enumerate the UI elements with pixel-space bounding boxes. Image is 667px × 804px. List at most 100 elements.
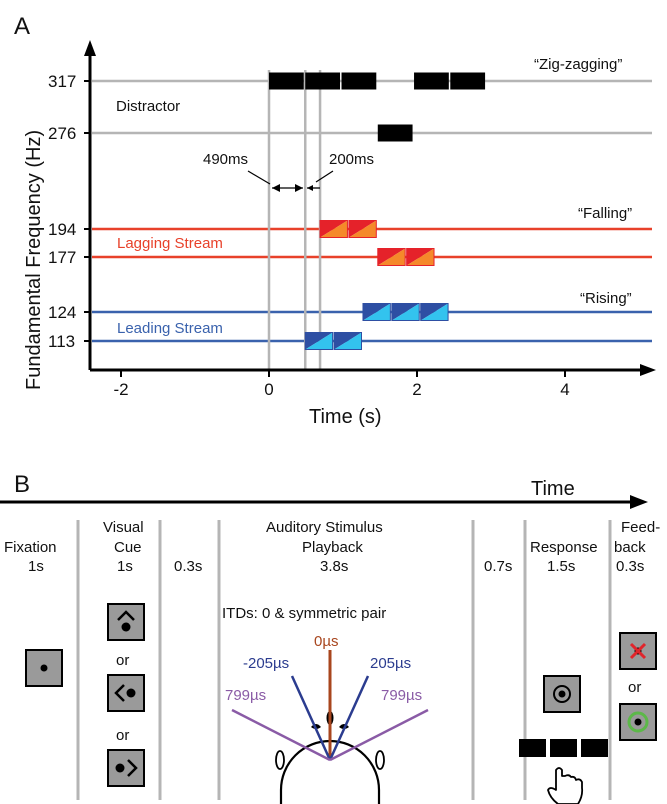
col-feedback-name-1: Feed- [621, 519, 660, 536]
response-key-1 [519, 739, 546, 757]
y-tick-label: 276 [48, 124, 76, 143]
segment-lower [362, 303, 391, 321]
zigzag-label: “Zig-zagging” [534, 56, 622, 73]
segment-border [304, 332, 334, 350]
segment-upper [362, 303, 391, 321]
distractor-label: Distractor [116, 98, 180, 115]
column-separators [76, 520, 612, 800]
segment-border [377, 248, 406, 266]
falling-label: “Falling” [578, 205, 632, 222]
panel-b-label: B [14, 471, 30, 498]
x-tick-label: 4 [560, 380, 569, 399]
col-feedback-name-2: back [614, 539, 646, 556]
itd-title: ITDs: 0 & symmetric pair [222, 605, 386, 622]
leading-segment [304, 332, 334, 350]
y-tick-label: 317 [48, 72, 76, 91]
col-auditory-name-2: Playback [302, 539, 363, 556]
gap-490-leader [247, 170, 271, 185]
col-visual-duration: 1s [117, 558, 133, 575]
itd-right799-ray [329, 708, 429, 762]
y-tick-label: 113 [48, 332, 75, 351]
y-tick-label: 177 [48, 248, 76, 267]
leading-segment [362, 303, 391, 321]
col-fixation-duration: 1s [28, 558, 44, 575]
col-response-name: Response [530, 539, 598, 556]
left-ear [275, 750, 285, 770]
column-headers: Fixation 1s Visual Cue 1s 0.3s Auditory … [4, 519, 660, 575]
distractor-segment [377, 124, 413, 142]
segment-border [362, 303, 391, 321]
gap-490-arrowhead-left [272, 184, 280, 192]
segment-border [391, 303, 420, 321]
segment-border [319, 220, 348, 238]
x-tick-labels: -2 0 2 4 [113, 370, 570, 399]
x-axis-arrow [640, 364, 656, 376]
itd-right799-label: 799µs [381, 687, 422, 704]
panel-a: A 317 276 194 177 124 113 -2 0 2 4 Fundamental F… [14, 13, 656, 428]
segment-upper [406, 248, 435, 266]
itd-left799-label: 799µs [225, 687, 266, 704]
col-gap2-duration: 0.7s [484, 558, 512, 575]
itd-neg205-label: -205µs [243, 655, 289, 672]
segment-lower [391, 303, 420, 321]
feedback-wrong-icon [619, 632, 657, 670]
time-axis-arrow [630, 495, 648, 509]
cue-or-1: or [116, 652, 129, 669]
lagging-stream-label: Lagging Stream [117, 235, 223, 252]
feedback-or: or [628, 679, 641, 696]
segment-lower [305, 332, 333, 350]
lagging-segment [319, 220, 348, 238]
feedback-correct-icon [619, 703, 657, 741]
distractor-segment [450, 72, 486, 90]
segment-upper [420, 303, 449, 321]
gap-200-leader [315, 170, 334, 183]
distractor-segment [414, 72, 449, 90]
itd-neg205-ray [290, 675, 332, 761]
segment-lower [320, 220, 348, 238]
itd-left799-ray [231, 708, 331, 762]
segment-border [420, 303, 449, 321]
segment-lower [334, 332, 362, 350]
segment-border [333, 332, 362, 350]
y-tick-label: 194 [48, 220, 76, 239]
cue-or-2: or [116, 727, 129, 744]
response-keys [519, 739, 608, 757]
response-screen-icon [543, 675, 581, 713]
cue-left-icon [107, 674, 145, 712]
head-diagram [231, 650, 429, 804]
leading-segment [391, 303, 420, 321]
x-axis-label: Time (s) [309, 406, 382, 428]
gap-200-arrowhead [307, 185, 313, 191]
y-axis-label: Fundamental Frequency (Hz) [23, 130, 45, 390]
col-feedback-duration: 0.3s [616, 558, 644, 575]
segment-border [406, 248, 435, 266]
col-fixation-name: Fixation [4, 539, 57, 556]
right-ear [375, 750, 385, 770]
leading-segment [333, 332, 362, 350]
distractor-segment [341, 72, 377, 90]
gap-200-label: 200ms [329, 151, 374, 168]
rising-label: “Rising” [580, 290, 632, 307]
time-label: Time [531, 478, 575, 500]
gap-490-arrowhead-right [295, 184, 303, 192]
col-visual-name-1: Visual [103, 519, 144, 536]
col-auditory-name-1: Auditory Stimulus [266, 519, 383, 536]
segment-lower [348, 220, 377, 238]
pointing-hand-icon [547, 767, 584, 804]
x-tick-label: -2 [113, 380, 128, 399]
panel-a-label: A [14, 13, 30, 40]
fixation-screen-icon [25, 649, 63, 687]
leading-segment [420, 303, 449, 321]
segment-lower [406, 248, 435, 266]
response-key-3 [581, 739, 608, 757]
y-tick-label: 124 [48, 303, 76, 322]
col-auditory-duration: 3.8s [320, 558, 348, 575]
segment-lower [420, 303, 449, 321]
segment-border [348, 220, 377, 238]
col-response-duration: 1.5s [547, 558, 575, 575]
segment-upper [348, 220, 377, 238]
panel-b: B Time Fixation 1s Visual Cue 1s 0.3s Au… [0, 471, 660, 804]
itd-zero-label: 0µs [314, 633, 339, 650]
distractor-segment [305, 72, 341, 90]
